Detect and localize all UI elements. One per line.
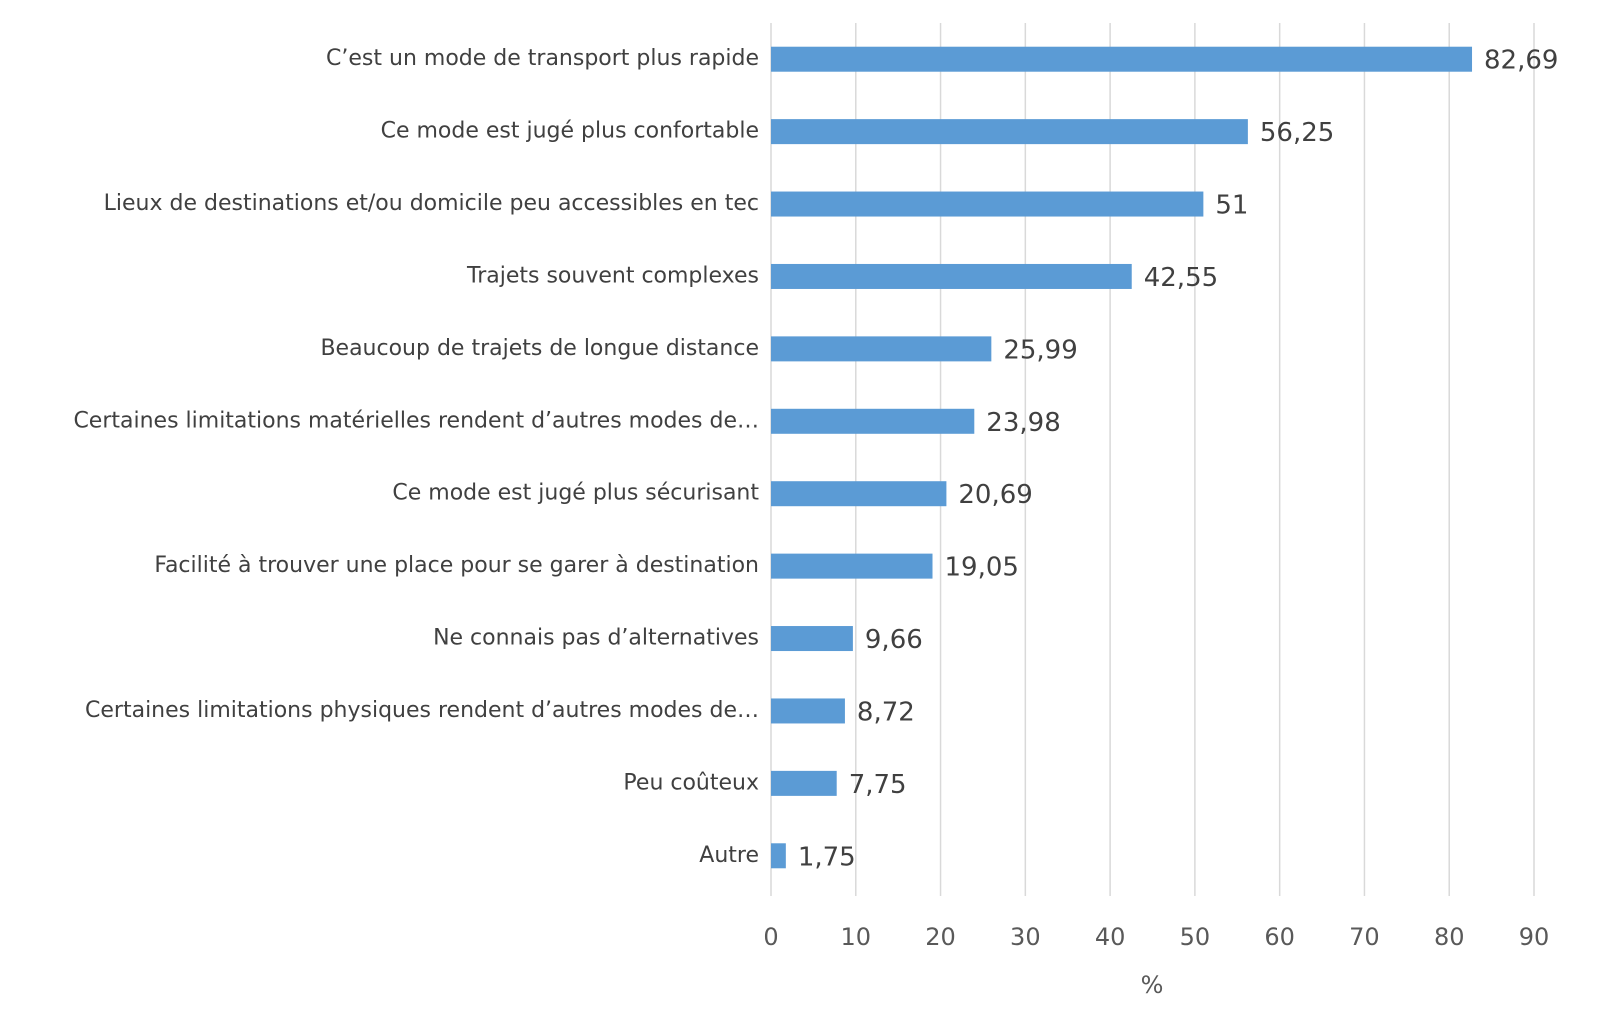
y-tick-label: Certaines limitations physiques rendent …	[85, 698, 759, 723]
y-tick-label: Beaucoup de trajets de longue distance	[320, 336, 759, 361]
data-label: 51	[1215, 191, 1248, 221]
x-tick-label: 90	[1519, 923, 1550, 951]
x-tick-label: 10	[841, 923, 872, 951]
data-label: 7,75	[849, 770, 907, 800]
y-tick-label: Autre	[699, 843, 759, 868]
data-label: 19,05	[945, 553, 1019, 583]
data-label: 1,75	[798, 842, 856, 872]
y-tick-label: Trajets souvent complexes	[466, 263, 759, 288]
data-label: 9,66	[865, 625, 923, 655]
y-tick-label: Ce mode est jugé plus sécurisant	[392, 481, 759, 506]
x-tick-label: 80	[1434, 923, 1465, 951]
x-tick-label: 40	[1095, 923, 1126, 951]
x-tick-label: 70	[1349, 923, 1380, 951]
x-axis-label: %	[1141, 971, 1164, 999]
bar	[771, 191, 1204, 217]
x-tick-label: 30	[1010, 923, 1041, 951]
bar	[771, 408, 975, 434]
bar	[771, 626, 853, 652]
bar	[771, 263, 1132, 289]
bar	[771, 553, 933, 579]
x-tick-label: 0	[763, 923, 778, 951]
data-label: 42,55	[1144, 263, 1218, 293]
bar	[771, 843, 786, 869]
y-tick-label: C’est un mode de transport plus rapide	[326, 46, 759, 71]
data-label: 82,69	[1484, 46, 1558, 76]
data-label: 23,98	[986, 408, 1060, 438]
bar	[771, 770, 837, 796]
y-tick-label: Facilité à trouver une place pour se gar…	[154, 553, 759, 578]
y-tick-label: Ne connais pas d’alternatives	[433, 626, 759, 651]
x-tick-label: 60	[1264, 923, 1295, 951]
bar	[771, 698, 845, 724]
bar	[771, 336, 992, 362]
bar	[771, 481, 947, 507]
x-tick-label: 20	[925, 923, 956, 951]
y-tick-label: Lieux de destinations et/ou domicile peu…	[104, 191, 759, 216]
y-tick-label: Certaines limitations matérielles renden…	[73, 408, 759, 433]
data-label: 56,25	[1260, 118, 1334, 148]
data-label: 25,99	[1003, 335, 1077, 365]
bar	[771, 46, 1473, 72]
data-label: 20,69	[958, 480, 1032, 510]
x-tick-label: 50	[1180, 923, 1211, 951]
y-tick-label: Peu coûteux	[623, 770, 759, 795]
bar	[771, 119, 1248, 145]
data-label: 8,72	[857, 697, 915, 727]
y-tick-label: Ce mode est jugé plus confortable	[381, 119, 759, 144]
